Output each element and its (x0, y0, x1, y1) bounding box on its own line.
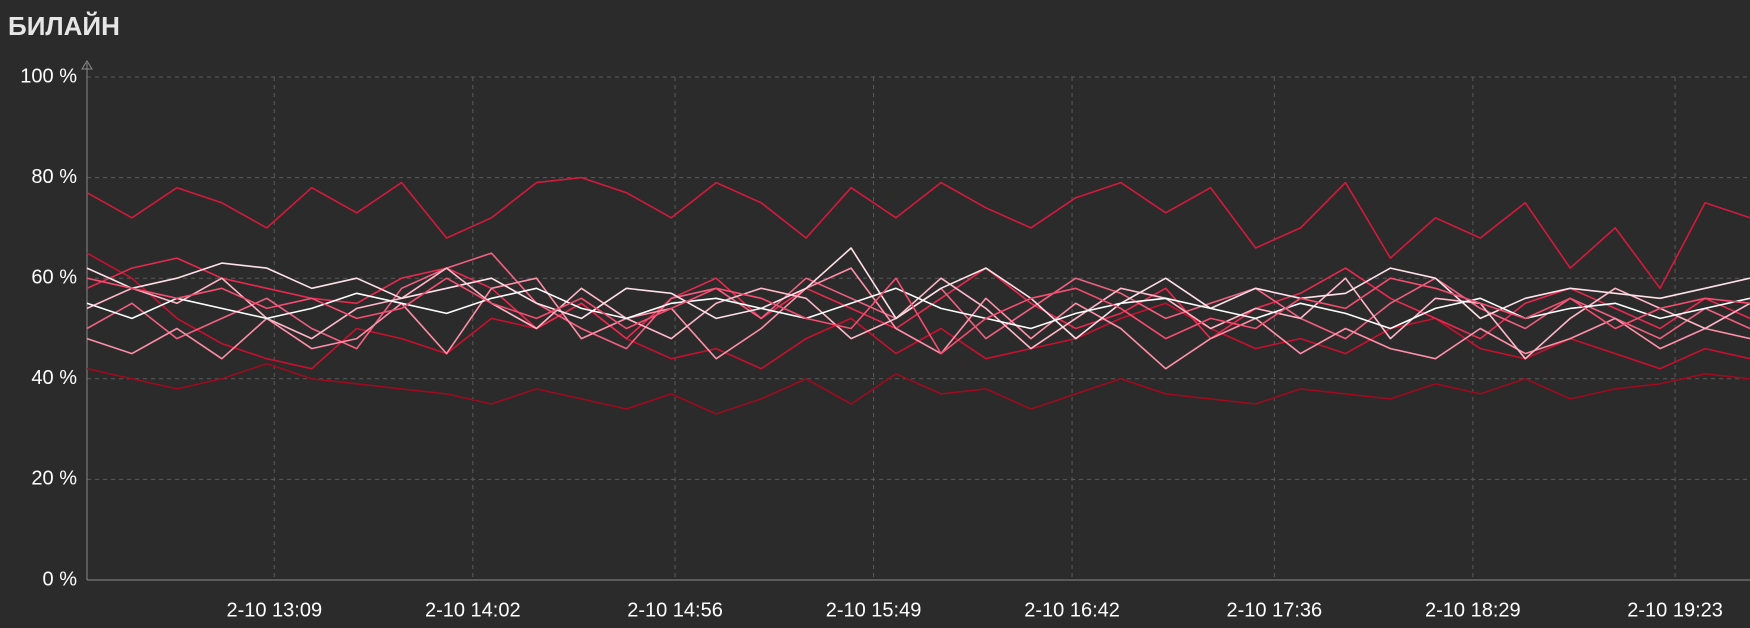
y-tick-label: 40 % (31, 367, 77, 389)
x-tick-label: 2-10 18:29 (1425, 599, 1521, 621)
series-line (86, 277, 1750, 355)
x-tick-label: 2-10 17:36 (1227, 599, 1323, 621)
chart-title: БИЛАЙН (8, 11, 120, 41)
x-tick-label: 2-10 19:23 (1627, 599, 1723, 621)
series-line (86, 267, 1750, 370)
y-tick-label: 60 % (31, 266, 77, 288)
series-line (86, 362, 1750, 415)
axis-arrow (81, 60, 93, 70)
series-line (86, 257, 1750, 340)
y-tick-label: 80 % (31, 166, 77, 188)
x-tick-label: 2-10 14:02 (425, 599, 521, 621)
series-line (86, 176, 1750, 290)
x-tick-label: 2-10 13:09 (226, 599, 322, 621)
y-tick-label: 20 % (31, 468, 77, 490)
y-tick-label: 0 % (43, 568, 78, 590)
series-line (86, 247, 1750, 340)
x-tick-label: 2-10 15:49 (826, 599, 922, 621)
x-tick-label: 2-10 14:56 (627, 599, 723, 621)
y-tick-label: 100 % (20, 65, 77, 87)
x-tick-label: 2-10 16:42 (1024, 599, 1120, 621)
